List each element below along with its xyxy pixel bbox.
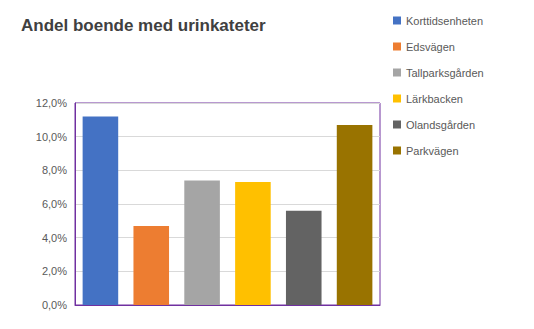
svg-text:10,0%: 10,0%	[36, 131, 67, 143]
svg-text:Lärkbacken: Lärkbacken	[406, 93, 463, 105]
svg-text:2,0%: 2,0%	[42, 265, 67, 277]
svg-text:Edsvägen: Edsvägen	[406, 41, 455, 53]
svg-text:Andel boende med urinkateter: Andel boende med urinkateter	[21, 16, 266, 35]
svg-text:0,0%: 0,0%	[42, 299, 67, 311]
svg-text:8,0%: 8,0%	[42, 164, 67, 176]
svg-text:6,0%: 6,0%	[42, 198, 67, 210]
svg-text:Olandsgården: Olandsgården	[406, 119, 475, 131]
svg-text:Korttidsenheten: Korttidsenheten	[406, 15, 483, 27]
svg-text:Parkvägen: Parkvägen	[406, 145, 459, 157]
svg-text:4,0%: 4,0%	[42, 232, 67, 244]
svg-text:12,0%: 12,0%	[36, 97, 67, 109]
svg-text:Tallparksgården: Tallparksgården	[406, 67, 484, 79]
